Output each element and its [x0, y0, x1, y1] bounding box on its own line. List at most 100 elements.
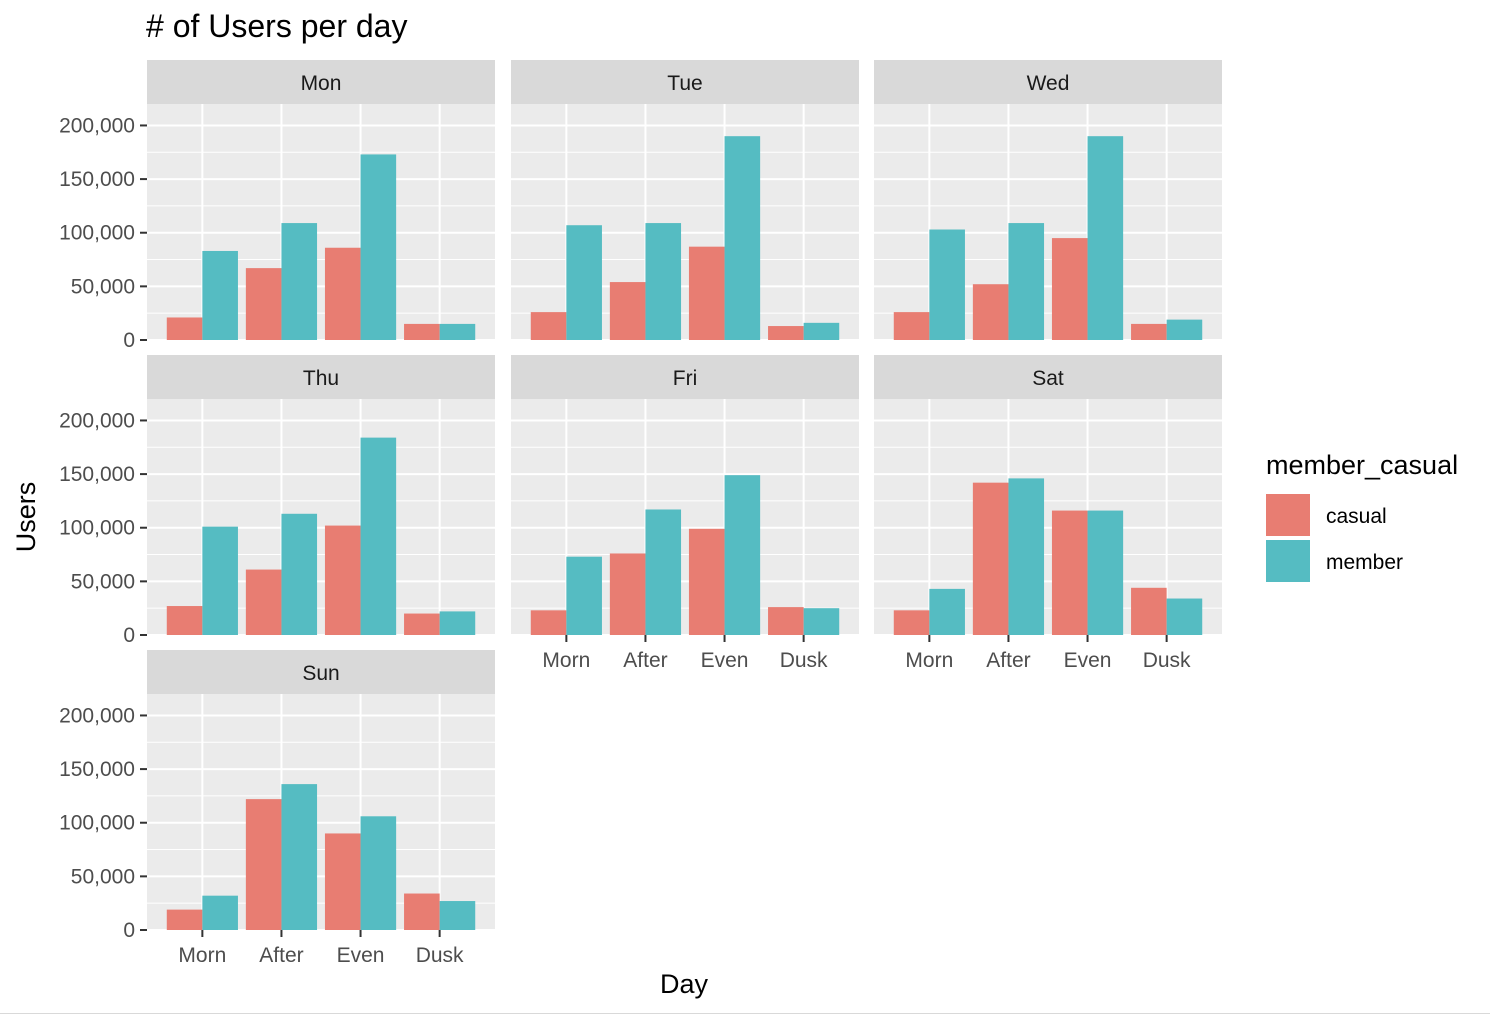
- bar-wed-casual-even: [1051, 238, 1088, 340]
- bottom-divider: [0, 1013, 1490, 1014]
- y-tick-label: 50,000: [71, 275, 135, 298]
- x-tick-label: Even: [701, 649, 749, 672]
- bar-thu-casual-morn: [166, 606, 203, 635]
- bar-sat-member-even: [1087, 510, 1124, 635]
- bar-sat-member-morn: [929, 588, 965, 635]
- bar-thu-member-morn: [202, 526, 238, 635]
- y-tick-label: 0: [123, 919, 135, 942]
- y-tick-label: 0: [123, 624, 135, 647]
- x-tick-label: Morn: [178, 944, 226, 967]
- bar-thu-member-dusk: [439, 611, 476, 635]
- bar-wed-member-dusk: [1166, 319, 1203, 340]
- bar-tue-member-after: [645, 223, 682, 340]
- bar-wed-casual-morn: [893, 312, 930, 340]
- bar-mon-casual-even: [324, 247, 361, 340]
- bar-tue-casual-after: [609, 282, 646, 340]
- panel-strip-label-tue: Tue: [667, 72, 702, 95]
- panel-strip-label-sat: Sat: [1032, 367, 1064, 390]
- legend-label-member: member: [1326, 551, 1403, 574]
- plot-background-thu: [147, 399, 495, 635]
- panel-strip-fri: [511, 355, 859, 399]
- plot-background-tue: [511, 104, 859, 340]
- plot-background-sun: [147, 694, 495, 930]
- panel-strip-sat: [874, 355, 1222, 399]
- bar-thu-member-after: [281, 513, 318, 635]
- x-tick-label: Even: [337, 944, 385, 967]
- y-tick-label: 100,000: [59, 222, 135, 245]
- panel-strip-thu: [147, 355, 495, 399]
- bar-fri-member-dusk: [803, 608, 840, 635]
- panel-mon: Mon 0 50,000 100,000 150,000 200,000: [59, 60, 495, 352]
- bar-mon-casual-dusk: [404, 323, 440, 340]
- chart-title: # of Users per day: [146, 8, 407, 44]
- y-tick-label: 50,000: [71, 570, 135, 593]
- bar-sun-casual-even: [324, 833, 361, 930]
- x-tick-label: After: [623, 649, 667, 672]
- x-axis-title: Day: [660, 969, 709, 999]
- y-tick-label: 200,000: [59, 409, 135, 432]
- bar-fri-casual-even: [688, 528, 725, 635]
- bar-sun-member-after: [281, 784, 318, 930]
- bar-wed-member-even: [1087, 136, 1124, 340]
- panel-tue: Tue: [511, 60, 859, 341]
- x-tick-label: Morn: [905, 649, 953, 672]
- bar-wed-casual-after: [972, 284, 1009, 340]
- bar-fri-member-after: [645, 509, 682, 635]
- legend-label-casual: casual: [1326, 505, 1387, 528]
- panel-strip-label-thu: Thu: [303, 367, 339, 390]
- bar-mon-casual-morn: [166, 317, 203, 340]
- bar-tue-member-dusk: [803, 322, 840, 340]
- panel-sun: Sun 0 50,000 100,000 150,000 200,000 Morn After…: [59, 650, 495, 967]
- bar-wed-casual-dusk: [1131, 323, 1167, 340]
- bar-sat-casual-dusk: [1131, 587, 1167, 635]
- bar-mon-casual-after: [245, 268, 282, 340]
- bar-tue-casual-even: [688, 246, 725, 340]
- panel-strip-label-wed: Wed: [1027, 72, 1070, 95]
- x-tick-label: Dusk: [780, 649, 828, 672]
- x-tick-label: Dusk: [1143, 649, 1191, 672]
- panels-layer: Mon 0 50,000 100,000 150,000 200,000 Tue Wed Thu…: [59, 60, 1222, 967]
- bar-tue-member-morn: [566, 225, 602, 340]
- bar-sun-member-even: [360, 816, 397, 930]
- panel-strip-label-fri: Fri: [673, 367, 698, 390]
- bar-mon-member-after: [281, 223, 318, 340]
- y-axis-title: Users: [11, 482, 41, 553]
- bar-sun-member-dusk: [439, 901, 476, 930]
- bar-wed-member-after: [1008, 223, 1045, 340]
- y-tick-label: 150,000: [59, 463, 135, 486]
- bar-sun-casual-morn: [166, 909, 203, 930]
- y-tick-label: 200,000: [59, 114, 135, 137]
- bar-fri-member-morn: [566, 556, 602, 635]
- bar-wed-member-morn: [929, 229, 965, 340]
- panel-strip-mon: [147, 60, 495, 104]
- x-tick-label: Even: [1064, 649, 1112, 672]
- panel-strip-label-mon: Mon: [301, 72, 342, 95]
- legend: member_casual casual member: [1266, 450, 1458, 582]
- bar-sat-member-dusk: [1166, 598, 1203, 635]
- bar-mon-member-even: [360, 154, 397, 340]
- y-tick-label: 100,000: [59, 812, 135, 835]
- bar-thu-member-even: [360, 437, 397, 635]
- bar-fri-member-even: [724, 475, 761, 635]
- bar-thu-casual-dusk: [404, 613, 440, 635]
- x-tick-label: Morn: [542, 649, 590, 672]
- y-tick-label: 200,000: [59, 704, 135, 727]
- y-tick-label: 0: [123, 329, 135, 352]
- bar-sat-casual-morn: [893, 610, 930, 635]
- bar-mon-member-morn: [202, 250, 238, 340]
- x-tick-label: Dusk: [416, 944, 464, 967]
- bar-tue-casual-morn: [530, 312, 567, 340]
- bar-fri-casual-morn: [530, 610, 567, 635]
- panel-wed: Wed: [874, 60, 1222, 341]
- bar-tue-member-even: [724, 136, 761, 340]
- bar-sat-member-after: [1008, 478, 1045, 635]
- panel-strip-sun: [147, 650, 495, 694]
- y-tick-label: 100,000: [59, 517, 135, 540]
- legend-title: member_casual: [1266, 450, 1458, 480]
- bar-tue-casual-dusk: [768, 326, 804, 340]
- plot-background-wed: [874, 104, 1222, 340]
- legend-swatch-member: [1266, 540, 1310, 582]
- bar-thu-casual-after: [245, 569, 282, 635]
- x-tick-label: After: [986, 649, 1030, 672]
